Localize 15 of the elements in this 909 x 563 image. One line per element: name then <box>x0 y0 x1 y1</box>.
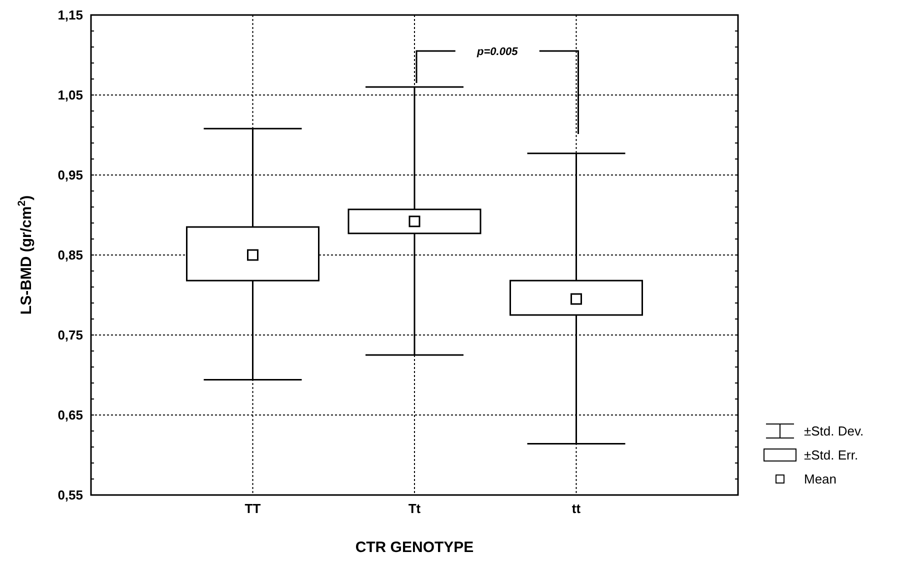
y-tick-label: 0,95 <box>58 168 83 183</box>
x-axis-title: CTR GENOTYPE <box>355 539 474 556</box>
x-tick-label: Tt <box>408 501 422 516</box>
annotation: p=0.005 <box>476 46 519 58</box>
text: ±Std. Err. <box>804 448 858 463</box>
x-tick-label: TT <box>244 501 261 516</box>
y-tick-label: 0,75 <box>58 328 83 343</box>
x-tick-label: tt <box>572 501 582 516</box>
y-tick-label: 1,15 <box>58 8 83 23</box>
y-tick-label: 0,55 <box>58 488 83 503</box>
y-tick-label: 0,85 <box>58 248 83 263</box>
y-tick-label: 0,65 <box>58 408 83 423</box>
text: Mean <box>804 472 837 487</box>
text: ±Std. Dev. <box>804 424 864 439</box>
y-tick-label: 1,05 <box>58 88 83 103</box>
